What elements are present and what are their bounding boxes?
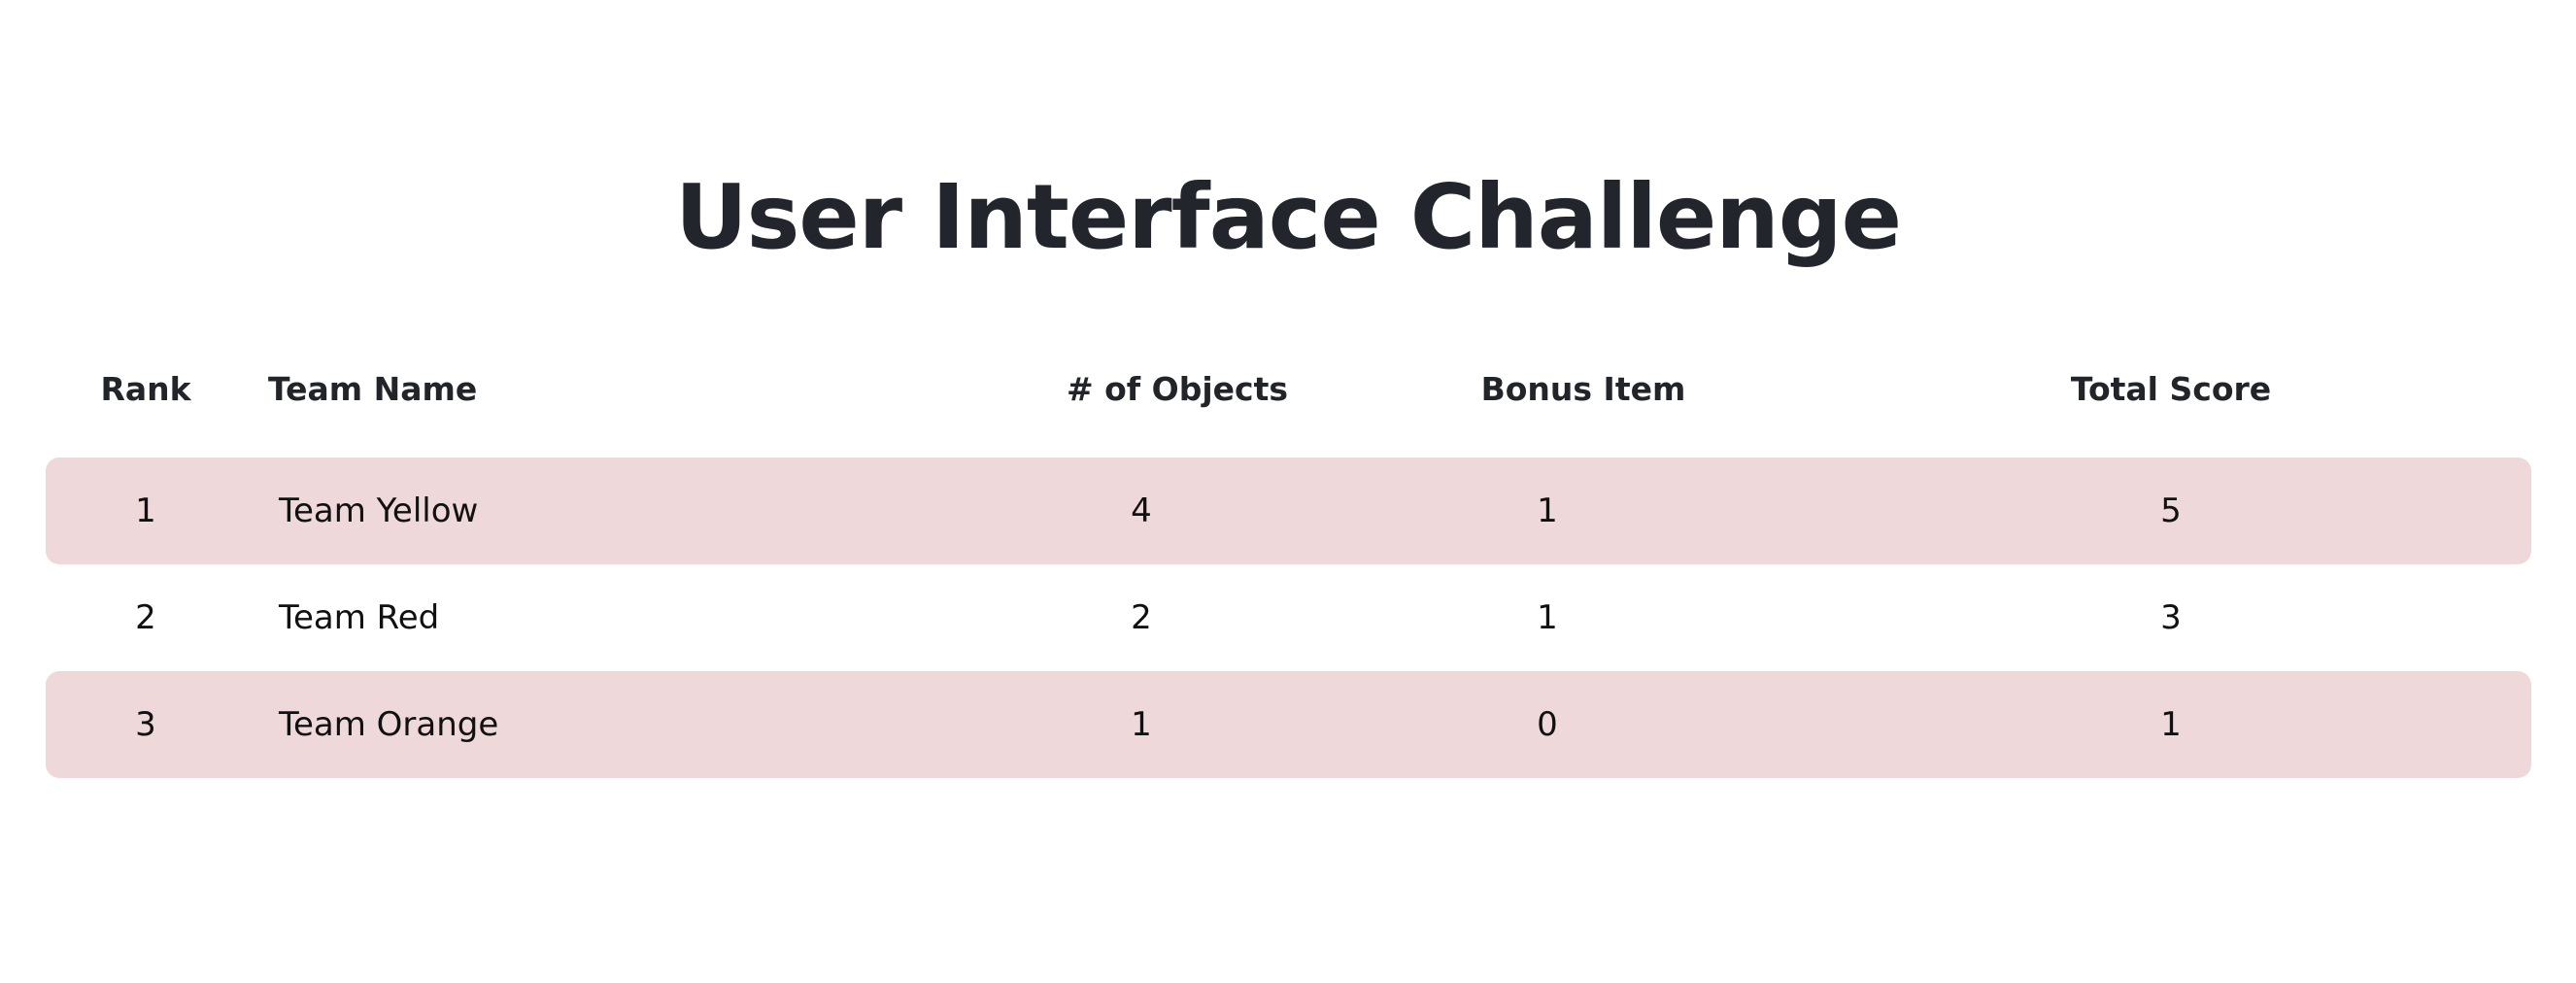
- cell-objects: 1: [1131, 705, 1152, 744]
- cell-bonus-item: 0: [1537, 705, 1558, 744]
- cell-objects: 2: [1131, 598, 1152, 637]
- cell-rank: 2: [135, 598, 156, 637]
- header-rank: Rank: [100, 370, 191, 408]
- cell-team-name: Team Red: [279, 598, 440, 637]
- header-team-name: Team Name: [268, 370, 478, 408]
- cell-objects: 4: [1131, 492, 1152, 530]
- header-bonus-item: Bonus Item: [1480, 370, 1686, 408]
- cell-team-name: Team Orange: [279, 705, 499, 744]
- table-row: 1 Team Yellow 4 1 5: [46, 458, 2531, 564]
- cell-bonus-item: 1: [1537, 598, 1558, 637]
- cell-rank: 1: [135, 492, 156, 530]
- header-total-score: Total Score: [2070, 370, 2272, 408]
- cell-rank: 3: [135, 705, 156, 744]
- table-row: 3 Team Orange 1 0 1: [46, 671, 2531, 778]
- cell-total-score: 1: [2160, 705, 2182, 744]
- page-title: User Interface Challenge: [674, 165, 1902, 269]
- header-objects: # of Objects: [1066, 370, 1288, 408]
- table-row: 2 Team Red 2 1 3: [46, 564, 2531, 671]
- cell-team-name: Team Yellow: [279, 492, 479, 530]
- cell-bonus-item: 1: [1537, 492, 1558, 530]
- cell-total-score: 5: [2160, 492, 2182, 530]
- cell-total-score: 3: [2160, 598, 2182, 637]
